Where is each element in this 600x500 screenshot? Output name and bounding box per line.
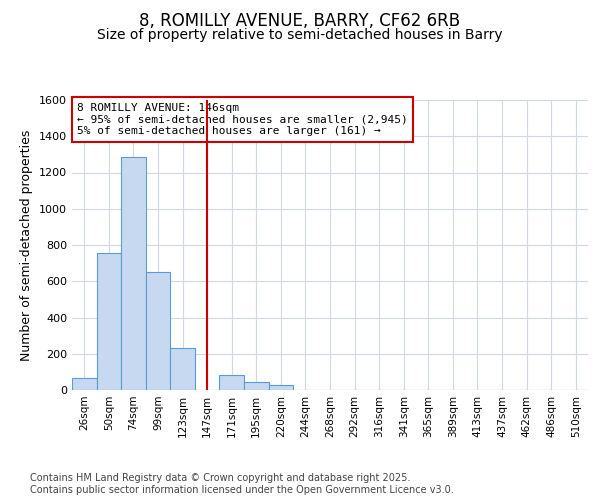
Bar xyxy=(72,378,97,390)
Text: Contains HM Land Registry data © Crown copyright and database right 2025.
Contai: Contains HM Land Registry data © Crown c… xyxy=(30,474,454,495)
Text: Size of property relative to semi-detached houses in Barry: Size of property relative to semi-detach… xyxy=(97,28,503,42)
Bar xyxy=(121,157,146,390)
Y-axis label: Number of semi-detached properties: Number of semi-detached properties xyxy=(20,130,34,360)
Bar xyxy=(97,253,121,390)
Text: 8 ROMILLY AVENUE: 146sqm
← 95% of semi-detached houses are smaller (2,945)
5% of: 8 ROMILLY AVENUE: 146sqm ← 95% of semi-d… xyxy=(77,103,408,136)
Bar xyxy=(269,386,293,390)
Bar xyxy=(220,374,244,390)
Bar xyxy=(146,272,170,390)
Bar xyxy=(244,382,269,390)
Bar xyxy=(170,348,195,390)
Text: 8, ROMILLY AVENUE, BARRY, CF62 6RB: 8, ROMILLY AVENUE, BARRY, CF62 6RB xyxy=(139,12,461,30)
